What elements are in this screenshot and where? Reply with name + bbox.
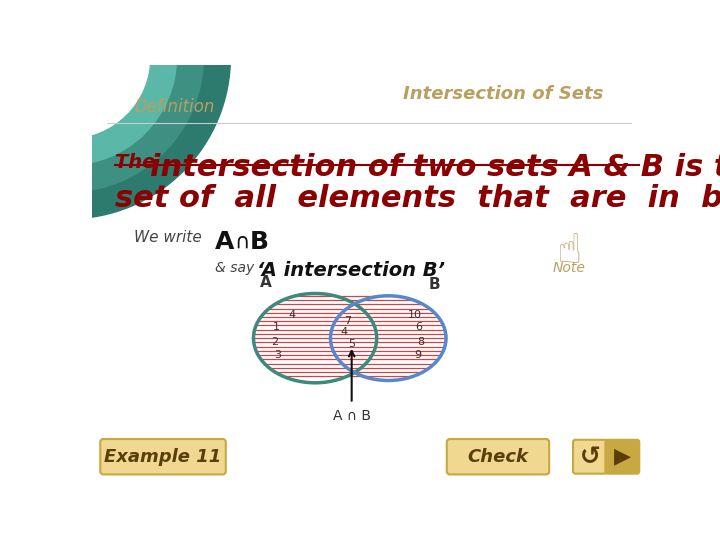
Text: 4: 4 xyxy=(289,310,296,320)
Text: Definition: Definition xyxy=(134,98,215,116)
Text: ‘A intersection B’: ‘A intersection B’ xyxy=(257,261,446,280)
Text: ↺: ↺ xyxy=(580,445,600,469)
Circle shape xyxy=(0,0,230,219)
FancyBboxPatch shape xyxy=(447,439,549,475)
FancyBboxPatch shape xyxy=(100,439,226,475)
Text: B: B xyxy=(428,277,440,292)
Text: 7: 7 xyxy=(344,316,351,326)
Text: We write: We write xyxy=(134,231,202,245)
Text: Example 11: Example 11 xyxy=(104,448,221,465)
Text: 8: 8 xyxy=(417,337,424,347)
Text: The: The xyxy=(115,153,162,172)
Text: 5: 5 xyxy=(348,339,355,349)
Text: 2: 2 xyxy=(271,337,279,347)
Text: 10: 10 xyxy=(408,310,422,320)
FancyBboxPatch shape xyxy=(573,440,607,474)
Text: 3: 3 xyxy=(274,350,282,360)
Text: B: B xyxy=(250,231,269,254)
Circle shape xyxy=(0,0,150,138)
Text: intersection of two sets A & B is the: intersection of two sets A & B is the xyxy=(150,153,720,183)
Circle shape xyxy=(0,0,176,165)
Text: Note: Note xyxy=(553,261,585,275)
Text: 4: 4 xyxy=(341,327,348,337)
Text: & say: & say xyxy=(215,261,254,275)
Text: ☝: ☝ xyxy=(557,231,582,272)
Text: Intersection of Sets: Intersection of Sets xyxy=(403,85,604,103)
Text: ∩: ∩ xyxy=(234,232,250,252)
FancyBboxPatch shape xyxy=(606,440,639,474)
Circle shape xyxy=(0,0,204,192)
Text: 6: 6 xyxy=(415,322,423,332)
Text: set of  all  elements  that  are  in  both  A & B.: set of all elements that are in both A &… xyxy=(115,184,720,213)
Text: ▶: ▶ xyxy=(613,447,631,467)
Text: Check: Check xyxy=(467,448,528,465)
Text: A: A xyxy=(215,231,235,254)
Text: 9: 9 xyxy=(414,350,421,360)
Text: A ∩ B: A ∩ B xyxy=(333,409,371,423)
Text: 1: 1 xyxy=(273,322,280,332)
Text: A: A xyxy=(260,275,271,289)
